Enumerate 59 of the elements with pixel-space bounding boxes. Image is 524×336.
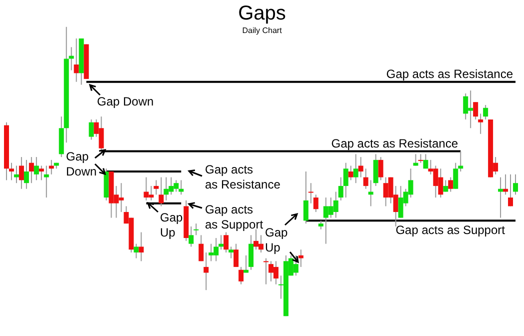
candlestick (198, 234, 204, 262)
candlestick (88, 118, 94, 140)
annotation: Gap acts as Resistance (205, 162, 281, 192)
candlestick (248, 234, 254, 270)
candlestick (158, 176, 164, 207)
candlestick (194, 223, 199, 236)
candlestick (34, 156, 39, 181)
candlestick (263, 258, 268, 285)
candlestick (453, 162, 458, 190)
candlestick (228, 246, 234, 259)
candlestick (513, 174, 518, 196)
candlestick (363, 168, 368, 190)
chart-subtitle: Daily Chart (242, 26, 283, 36)
candlestick (473, 102, 478, 120)
candlestick (38, 165, 44, 181)
annotation: Gap acts as Resistance (386, 67, 514, 82)
candlestick (234, 243, 239, 268)
candlestick (508, 174, 514, 207)
candlestick (74, 38, 79, 82)
chart-title: Gaps (238, 2, 286, 25)
annotation: Gap Up (265, 225, 288, 254)
candlestick (204, 252, 209, 291)
candlestick (48, 159, 54, 175)
candlestick (378, 156, 384, 181)
candlestick (238, 266, 244, 285)
candlestick (368, 180, 374, 207)
candlestick (138, 232, 144, 262)
annotation: Gap acts as Support (396, 222, 506, 237)
candlestick (154, 180, 159, 196)
candlestick (358, 156, 364, 178)
candlestick (28, 156, 34, 184)
candlestick (478, 113, 484, 134)
candlestick (458, 150, 464, 172)
annotation: Gap Down (66, 149, 97, 178)
candlestick (418, 154, 424, 164)
candlestick (353, 154, 358, 184)
annotation: Gap Up (160, 210, 184, 240)
candlestick (423, 154, 428, 170)
candlestick (373, 154, 378, 186)
annotation: Gap acts as Support (205, 202, 264, 232)
candlestick (224, 232, 229, 253)
candlestick (348, 165, 354, 181)
candlestick (188, 226, 194, 248)
candlestick (44, 165, 49, 198)
candlestick (308, 182, 314, 204)
candlestick (18, 156, 24, 190)
candlestick (313, 194, 318, 212)
candlestick (448, 176, 454, 192)
candlestick (338, 176, 344, 201)
annotation: Gap Down (97, 94, 154, 108)
candlestick (298, 249, 304, 268)
candlestick (14, 165, 19, 184)
candlestick (483, 104, 488, 120)
candlestick (134, 243, 139, 259)
candlestick (24, 159, 29, 190)
candlestick (303, 171, 308, 224)
candlestick (343, 162, 348, 198)
candlestick (8, 162, 14, 181)
annotation: Gap acts as Resistance (331, 136, 458, 151)
